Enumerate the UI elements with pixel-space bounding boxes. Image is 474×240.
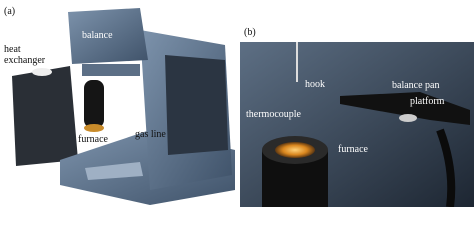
annotation: balance pan (392, 80, 439, 91)
annotation: platform (410, 96, 445, 107)
panel-label: (b) (244, 27, 256, 38)
arm (82, 64, 140, 76)
platform-arm (340, 92, 470, 125)
annotation: heat (4, 44, 21, 55)
annotation: furnace (78, 134, 109, 145)
furnace-body (84, 80, 104, 128)
hook-wire (296, 42, 298, 82)
pan (399, 114, 417, 122)
figure: (a) balance heat exchanger gas line furn… (4, 6, 474, 207)
side-panel (165, 55, 228, 155)
annotation: exchanger (4, 55, 46, 66)
annotation: gas line (135, 129, 166, 140)
cap (32, 68, 52, 76)
panel-strip (85, 162, 143, 180)
panel-label: (a) (4, 6, 15, 17)
heat-exchanger-box (12, 66, 78, 166)
annotation: thermocouple (246, 109, 302, 120)
furnace-rim (84, 124, 104, 132)
photo-b (240, 42, 474, 207)
cable (436, 128, 456, 207)
photo-a (12, 8, 235, 205)
balance-housing (68, 8, 148, 64)
annotation: balance (82, 30, 113, 41)
annotation: furnace (338, 144, 369, 155)
furnace-glow (275, 142, 315, 158)
annotation: hook (305, 79, 325, 90)
